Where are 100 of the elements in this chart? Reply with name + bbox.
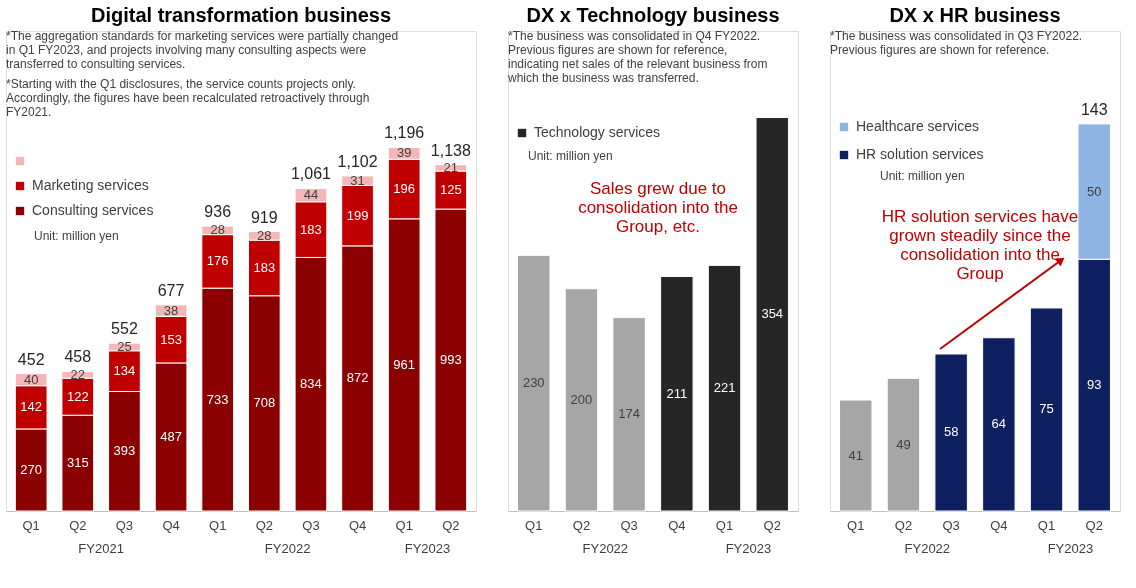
x-tick-label: Q4: [990, 517, 1008, 533]
legend-label: Healthcare services: [856, 118, 979, 134]
total-label: 1,061: [290, 165, 332, 183]
bar: [612, 317, 646, 512]
text: *Starting with the Q1 disclosures, the service counts projects only. Accordingly, the figures have been recalculated retroactively through FY2021.: [6, 77, 370, 119]
x-tick-label: Q1: [847, 517, 865, 533]
total-label: 919: [250, 208, 278, 226]
data-label: 196: [393, 181, 416, 197]
x-tick-label: Q2: [255, 517, 273, 533]
data-label: 21: [443, 159, 459, 175]
data-label: 733: [206, 391, 229, 407]
x-tick-label: Q2: [442, 517, 460, 533]
data-label: 270: [20, 461, 43, 477]
x-tick-label: Q4: [348, 517, 367, 533]
x-tick-label: Q1: [22, 517, 40, 533]
data-label: 93: [1087, 377, 1102, 393]
text: FY2022: [904, 541, 951, 556]
x-tick-label: Q2: [69, 517, 87, 533]
x-tick-label: Q4: [668, 517, 686, 533]
data-label: 38: [163, 302, 179, 318]
data-label: 872: [346, 370, 369, 386]
text: *The aggregation standards for marketing services were partially changed in Q1 FY2023, and projects involving many consulting aspects were transferred to consulting services.: [6, 29, 399, 71]
x-tick-label: Q2: [1085, 517, 1103, 533]
bar: [934, 353, 968, 512]
bar: [517, 254, 551, 512]
bar: [886, 377, 921, 512]
data-label: 834: [300, 376, 322, 392]
data-label: 153: [160, 331, 182, 347]
data-label: 28: [257, 227, 272, 243]
data-label: 41: [848, 447, 863, 463]
data-label: 75: [1039, 401, 1054, 417]
x-tick-label: Q1: [209, 517, 227, 533]
text: *The business was consolidated in Q4 FY2022. Previous figures are shown for reference, indicating net sales of the relevant business from which the business was transferred.: [507, 29, 768, 85]
bar: [707, 264, 742, 512]
chart-title: Digital transformation business: [90, 4, 392, 26]
data-label: 221: [713, 380, 736, 396]
legend-label: Technology services: [534, 124, 661, 140]
bar: [660, 275, 694, 512]
x-tick-label: Q2: [894, 517, 913, 533]
total-label: 936: [204, 203, 232, 221]
total-label: 143: [1080, 100, 1108, 118]
chart-title: DX x Technology business: [526, 4, 780, 26]
data-label: 487: [160, 428, 182, 444]
data-label: 200: [570, 391, 593, 407]
data-label: 199: [346, 207, 369, 223]
data-label: 315: [66, 455, 89, 471]
data-label: 58: [943, 424, 959, 440]
text: FY2023: [725, 541, 772, 556]
data-label: 25: [117, 338, 132, 354]
total-label: 1,196: [384, 124, 425, 142]
legend-label: Marketing services: [32, 177, 149, 193]
data-label: 134: [113, 363, 136, 379]
annotation: Sales grew due to consolidation into the Group, etc.: [578, 179, 738, 236]
total-label: 1,102: [337, 152, 378, 170]
x-tick-label: Q2: [572, 517, 591, 533]
text: FY2021: [78, 541, 124, 556]
total-label: 677: [157, 281, 185, 299]
chart-title: DX x HR business: [889, 4, 1061, 26]
bar: [755, 117, 789, 512]
bar: [839, 399, 873, 512]
text: FY2023: [1047, 541, 1094, 556]
x-tick-label: Q1: [1037, 517, 1056, 533]
data-label: 183: [300, 221, 322, 237]
annotation: HR solution services have grown steadily since the consolidation into the Group: [881, 207, 1079, 283]
data-label: 39: [396, 145, 412, 161]
total-label: 1,138: [430, 141, 471, 159]
text: FY2022: [264, 541, 311, 556]
x-tick-label: Q1: [525, 517, 543, 533]
data-label: 142: [20, 399, 43, 415]
data-label: 354: [761, 306, 784, 322]
data-label: 230: [522, 375, 545, 391]
data-label: 708: [253, 395, 276, 411]
x-tick-label: Q4: [162, 517, 180, 533]
bar: [1029, 307, 1064, 512]
annotation: Unit: million yen: [528, 149, 613, 163]
data-label: 183: [253, 259, 276, 275]
data-label: 176: [206, 253, 229, 269]
data-label: 393: [113, 443, 136, 459]
legend-label: HR solution services: [856, 146, 984, 162]
total-label: 552: [111, 320, 138, 338]
x-tick-label: Q1: [715, 517, 734, 533]
x-tick-label: Q3: [115, 517, 134, 533]
x-tick-label: Q3: [942, 517, 960, 533]
text: FY2022: [582, 541, 629, 556]
data-label: 961: [393, 356, 416, 372]
x-tick-label: Q2: [763, 517, 781, 533]
data-label: 49: [896, 436, 911, 452]
total-label: 452: [17, 350, 45, 368]
data-label: 122: [66, 388, 89, 404]
data-label: 64: [991, 416, 1007, 432]
data-label: 125: [439, 182, 462, 198]
data-label: 993: [439, 352, 462, 368]
data-label: 40: [23, 371, 39, 387]
data-label: 44: [303, 187, 319, 203]
data-label: 22: [70, 366, 86, 382]
legend-label: Consulting services: [32, 202, 154, 218]
total-label: 458: [64, 348, 92, 366]
annotation: Unit: million yen: [880, 169, 965, 183]
x-tick-label: Q3: [302, 517, 320, 533]
data-label: 28: [210, 222, 225, 238]
